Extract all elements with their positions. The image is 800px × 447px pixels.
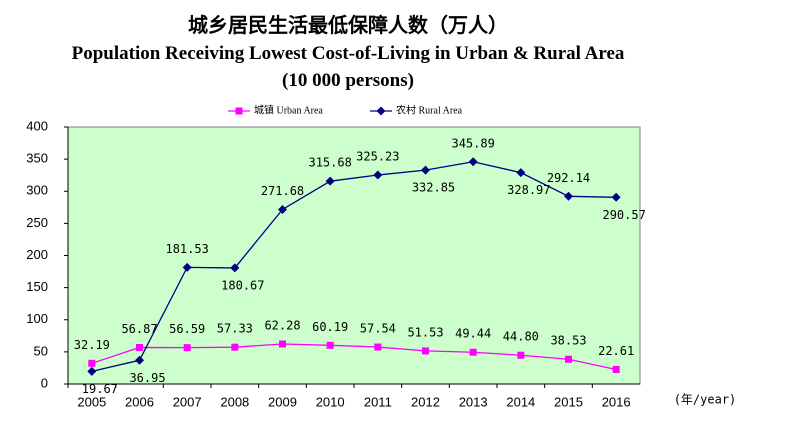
data-label: 57.54 bbox=[360, 322, 396, 336]
marker bbox=[182, 262, 192, 272]
marker bbox=[611, 192, 621, 202]
marker bbox=[88, 359, 96, 367]
data-label: 49.44 bbox=[455, 327, 491, 341]
marker bbox=[422, 347, 429, 355]
x-tick-label: 2007 bbox=[173, 394, 202, 409]
y-tick-label: 0 bbox=[41, 375, 48, 390]
x-axis-label: (年/year) bbox=[674, 393, 737, 407]
data-label: 180.67 bbox=[221, 278, 264, 292]
data-label: 325.23 bbox=[356, 150, 399, 164]
x-tick-label: 2009 bbox=[268, 394, 297, 409]
marker bbox=[326, 341, 334, 349]
x-tick-label: 2008 bbox=[220, 394, 249, 409]
x-tick-label: 2012 bbox=[411, 394, 440, 409]
data-label: 56.87 bbox=[121, 322, 157, 336]
marker bbox=[421, 165, 430, 175]
chart-title: 城乡居民生活最低保障人数（万人） bbox=[188, 13, 508, 37]
y-tick-label: 350 bbox=[26, 151, 48, 166]
data-label: 57.33 bbox=[217, 322, 253, 336]
marker bbox=[278, 204, 287, 214]
y-tick-label: 50 bbox=[34, 343, 48, 358]
data-label: 345.89 bbox=[451, 136, 494, 150]
marker bbox=[325, 176, 335, 186]
data-label: 62.28 bbox=[264, 318, 300, 332]
plot-area bbox=[67, 126, 641, 385]
data-label: 38.53 bbox=[550, 334, 586, 348]
marker bbox=[136, 343, 143, 351]
data-label: 271.68 bbox=[261, 184, 304, 198]
chart-subtitle: Population Receiving Lowest Cost-of-Livi… bbox=[71, 43, 625, 91]
marker bbox=[517, 351, 525, 359]
legend-label: 城镇 Urban Area bbox=[254, 103, 323, 116]
legend-label: 农村 Rural Area bbox=[396, 103, 463, 116]
marker bbox=[135, 355, 144, 365]
data-label: 60.19 bbox=[312, 320, 348, 334]
data-label: 328.97 bbox=[507, 183, 550, 197]
x-tick-label: 2015 bbox=[554, 394, 583, 409]
y-tick-label: 100 bbox=[26, 311, 48, 326]
data-label: 22.61 bbox=[598, 344, 634, 358]
marker bbox=[374, 343, 382, 351]
y-tick-label: 300 bbox=[26, 183, 48, 198]
y-tick-label: 150 bbox=[26, 279, 48, 294]
data-label: 290.57 bbox=[602, 208, 645, 222]
marker bbox=[279, 340, 286, 348]
marker bbox=[231, 343, 239, 351]
marker bbox=[376, 106, 386, 116]
marker bbox=[469, 348, 477, 356]
marker bbox=[183, 344, 191, 352]
x-tick-label: 2013 bbox=[459, 394, 488, 409]
data-label: 292.14 bbox=[547, 171, 590, 185]
marker bbox=[373, 170, 383, 180]
series-line bbox=[91, 161, 617, 372]
x-tick-label: 2006 bbox=[125, 394, 154, 409]
data-label: 36.95 bbox=[129, 371, 165, 385]
marker bbox=[612, 365, 620, 373]
x-tick-label: 2016 bbox=[602, 394, 631, 409]
marker bbox=[516, 168, 526, 178]
data-label: 315.68 bbox=[308, 156, 351, 170]
x-tick-label: 2014 bbox=[506, 394, 535, 409]
data-label: 181.53 bbox=[165, 242, 208, 256]
data-label: 32.19 bbox=[74, 338, 110, 352]
marker bbox=[565, 355, 572, 363]
x-tick-label: 2010 bbox=[316, 394, 345, 409]
y-tick-label: 400 bbox=[26, 118, 48, 133]
series-line bbox=[91, 343, 617, 371]
x-tick-label: 2005 bbox=[77, 394, 106, 409]
y-tick-label: 250 bbox=[26, 215, 48, 230]
marker bbox=[468, 157, 478, 167]
data-label: 44.80 bbox=[503, 330, 539, 344]
data-label: 19.67 bbox=[82, 382, 118, 396]
marker bbox=[235, 107, 243, 115]
marker bbox=[87, 366, 97, 376]
y-tick-label: 200 bbox=[26, 247, 48, 262]
marker bbox=[230, 263, 240, 273]
x-tick-label: 2011 bbox=[364, 394, 392, 409]
data-label: 51.53 bbox=[407, 325, 443, 339]
marker bbox=[564, 191, 573, 201]
titles: 城乡居民生活最低保障人数（万人） Population Receiving Lo… bbox=[48, 10, 648, 94]
data-label: 332.85 bbox=[412, 181, 455, 195]
data-label: 56.59 bbox=[169, 322, 205, 336]
